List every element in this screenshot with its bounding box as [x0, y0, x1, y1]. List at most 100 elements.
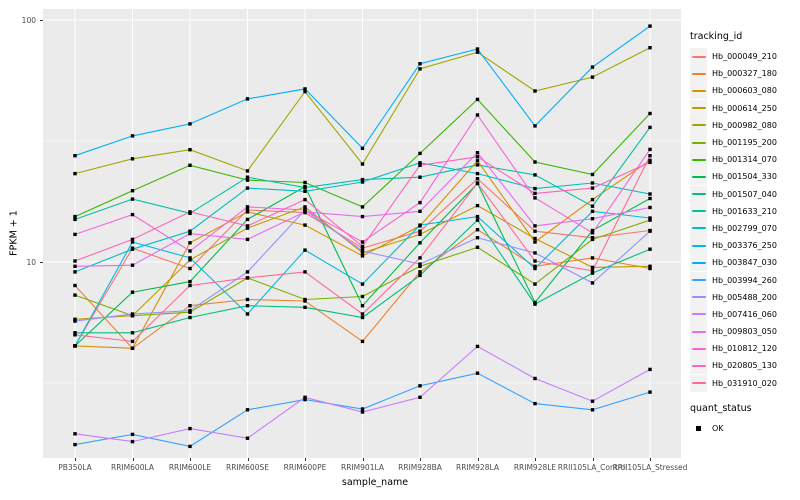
legend-key-swatch — [690, 305, 707, 323]
data-point — [418, 209, 422, 213]
data-point — [73, 283, 77, 288]
data-point — [590, 228, 595, 233]
legend-label: Hb_000327_180 — [712, 69, 777, 79]
legend-key-swatch — [690, 374, 707, 392]
legend-label: Hb_010812_120 — [712, 344, 777, 354]
legend-item-Hb_001504_330: Hb_001504_330 — [690, 168, 798, 186]
data-point — [590, 172, 595, 177]
data-point — [418, 264, 422, 268]
data-point — [648, 247, 652, 251]
data-point — [590, 265, 595, 270]
data-point — [73, 171, 77, 176]
legend-item-Hb_001314_070: Hb_001314_070 — [690, 151, 798, 169]
x-tick-mark — [362, 458, 364, 461]
data-point — [360, 214, 365, 219]
legend-label: Hb_001314_070 — [712, 155, 777, 165]
data-point — [188, 426, 192, 431]
legend-key-swatch — [690, 134, 707, 152]
data-point — [303, 305, 307, 309]
data-point — [303, 180, 307, 185]
data-point — [648, 205, 652, 210]
data-point — [533, 229, 537, 233]
x-tick-label-RRII105LA_Stressed: RRII105LA_Stressed — [612, 463, 688, 472]
legend-key-swatch — [690, 357, 707, 375]
data-point — [648, 158, 652, 163]
data-point — [590, 186, 595, 190]
data-point — [590, 408, 595, 412]
data-point — [130, 237, 135, 242]
data-point — [188, 122, 192, 126]
legend-label: Hb_005488_200 — [712, 292, 777, 302]
legend-item-Hb_020805_130: Hb_020805_130 — [690, 357, 798, 375]
data-point — [648, 266, 652, 271]
data-point — [303, 210, 307, 214]
x-tick-mark — [535, 458, 536, 461]
data-point — [590, 197, 595, 202]
data-point — [648, 367, 652, 372]
legend-line-icon — [691, 382, 706, 385]
legend-line-icon — [691, 347, 706, 350]
data-point — [648, 154, 652, 158]
data-point — [303, 205, 307, 209]
data-point — [360, 312, 365, 316]
data-point — [188, 231, 192, 236]
data-point — [475, 155, 480, 159]
data-point — [303, 395, 307, 399]
data-point — [73, 264, 77, 268]
quant-key-swatch — [690, 420, 707, 437]
data-point — [188, 241, 192, 245]
x-tick-mark — [592, 458, 594, 461]
quant-legend-item-OK: OK — [690, 420, 798, 437]
data-point — [130, 240, 135, 244]
data-point — [533, 266, 537, 271]
data-point — [533, 240, 537, 244]
data-point — [303, 223, 307, 227]
legend-key-swatch — [690, 237, 707, 255]
data-point — [130, 312, 135, 316]
data-point — [360, 407, 365, 411]
data-point — [475, 159, 480, 163]
legend-item-Hb_003376_250: Hb_003376_250 — [690, 237, 798, 255]
legend-key-swatch — [690, 271, 707, 289]
data-point — [73, 432, 77, 436]
x-tick-mark — [477, 458, 479, 461]
data-point — [73, 293, 77, 297]
legend-item-Hb_003994_260: Hb_003994_260 — [690, 271, 798, 289]
data-point — [360, 240, 365, 244]
data-point — [533, 191, 537, 196]
data-point — [648, 216, 652, 220]
data-point — [590, 269, 595, 273]
data-point — [360, 244, 365, 249]
data-point — [533, 196, 537, 200]
data-point — [360, 410, 365, 414]
data-point — [533, 401, 537, 406]
legend-item-Hb_001507_040: Hb_001507_040 — [690, 185, 798, 203]
data-point — [418, 175, 422, 179]
data-point — [533, 89, 537, 93]
data-point — [303, 189, 307, 193]
data-point — [130, 290, 135, 294]
data-point — [418, 256, 422, 260]
data-point — [533, 259, 537, 263]
data-point — [475, 47, 480, 51]
data-point — [188, 315, 192, 320]
legend-item-Hb_001195_200: Hb_001195_200 — [690, 134, 798, 152]
data-point — [130, 157, 135, 161]
legend-item-Hb_031910_020: Hb_031910_020 — [690, 374, 798, 392]
y-tick-mark — [40, 262, 43, 263]
data-point — [360, 315, 365, 320]
x-tick-label-RRIM928LE: RRIM928LE — [513, 463, 557, 472]
legend-line-icon — [691, 158, 706, 161]
legend-label: Hb_001633_210 — [712, 206, 777, 216]
data-point — [418, 67, 422, 71]
legend-key-swatch — [690, 254, 707, 272]
data-point — [590, 217, 595, 221]
plot-panel — [43, 9, 681, 458]
chart-canvas — [43, 9, 681, 458]
legend-line-icon — [691, 124, 706, 127]
legend-label: Hb_000982_080 — [712, 120, 777, 130]
data-point — [188, 304, 192, 308]
x-tick-label-RRIM600LE: RRIM600LE — [168, 463, 212, 472]
data-point — [590, 204, 595, 208]
legend-label: Hb_000603_080 — [712, 86, 777, 96]
